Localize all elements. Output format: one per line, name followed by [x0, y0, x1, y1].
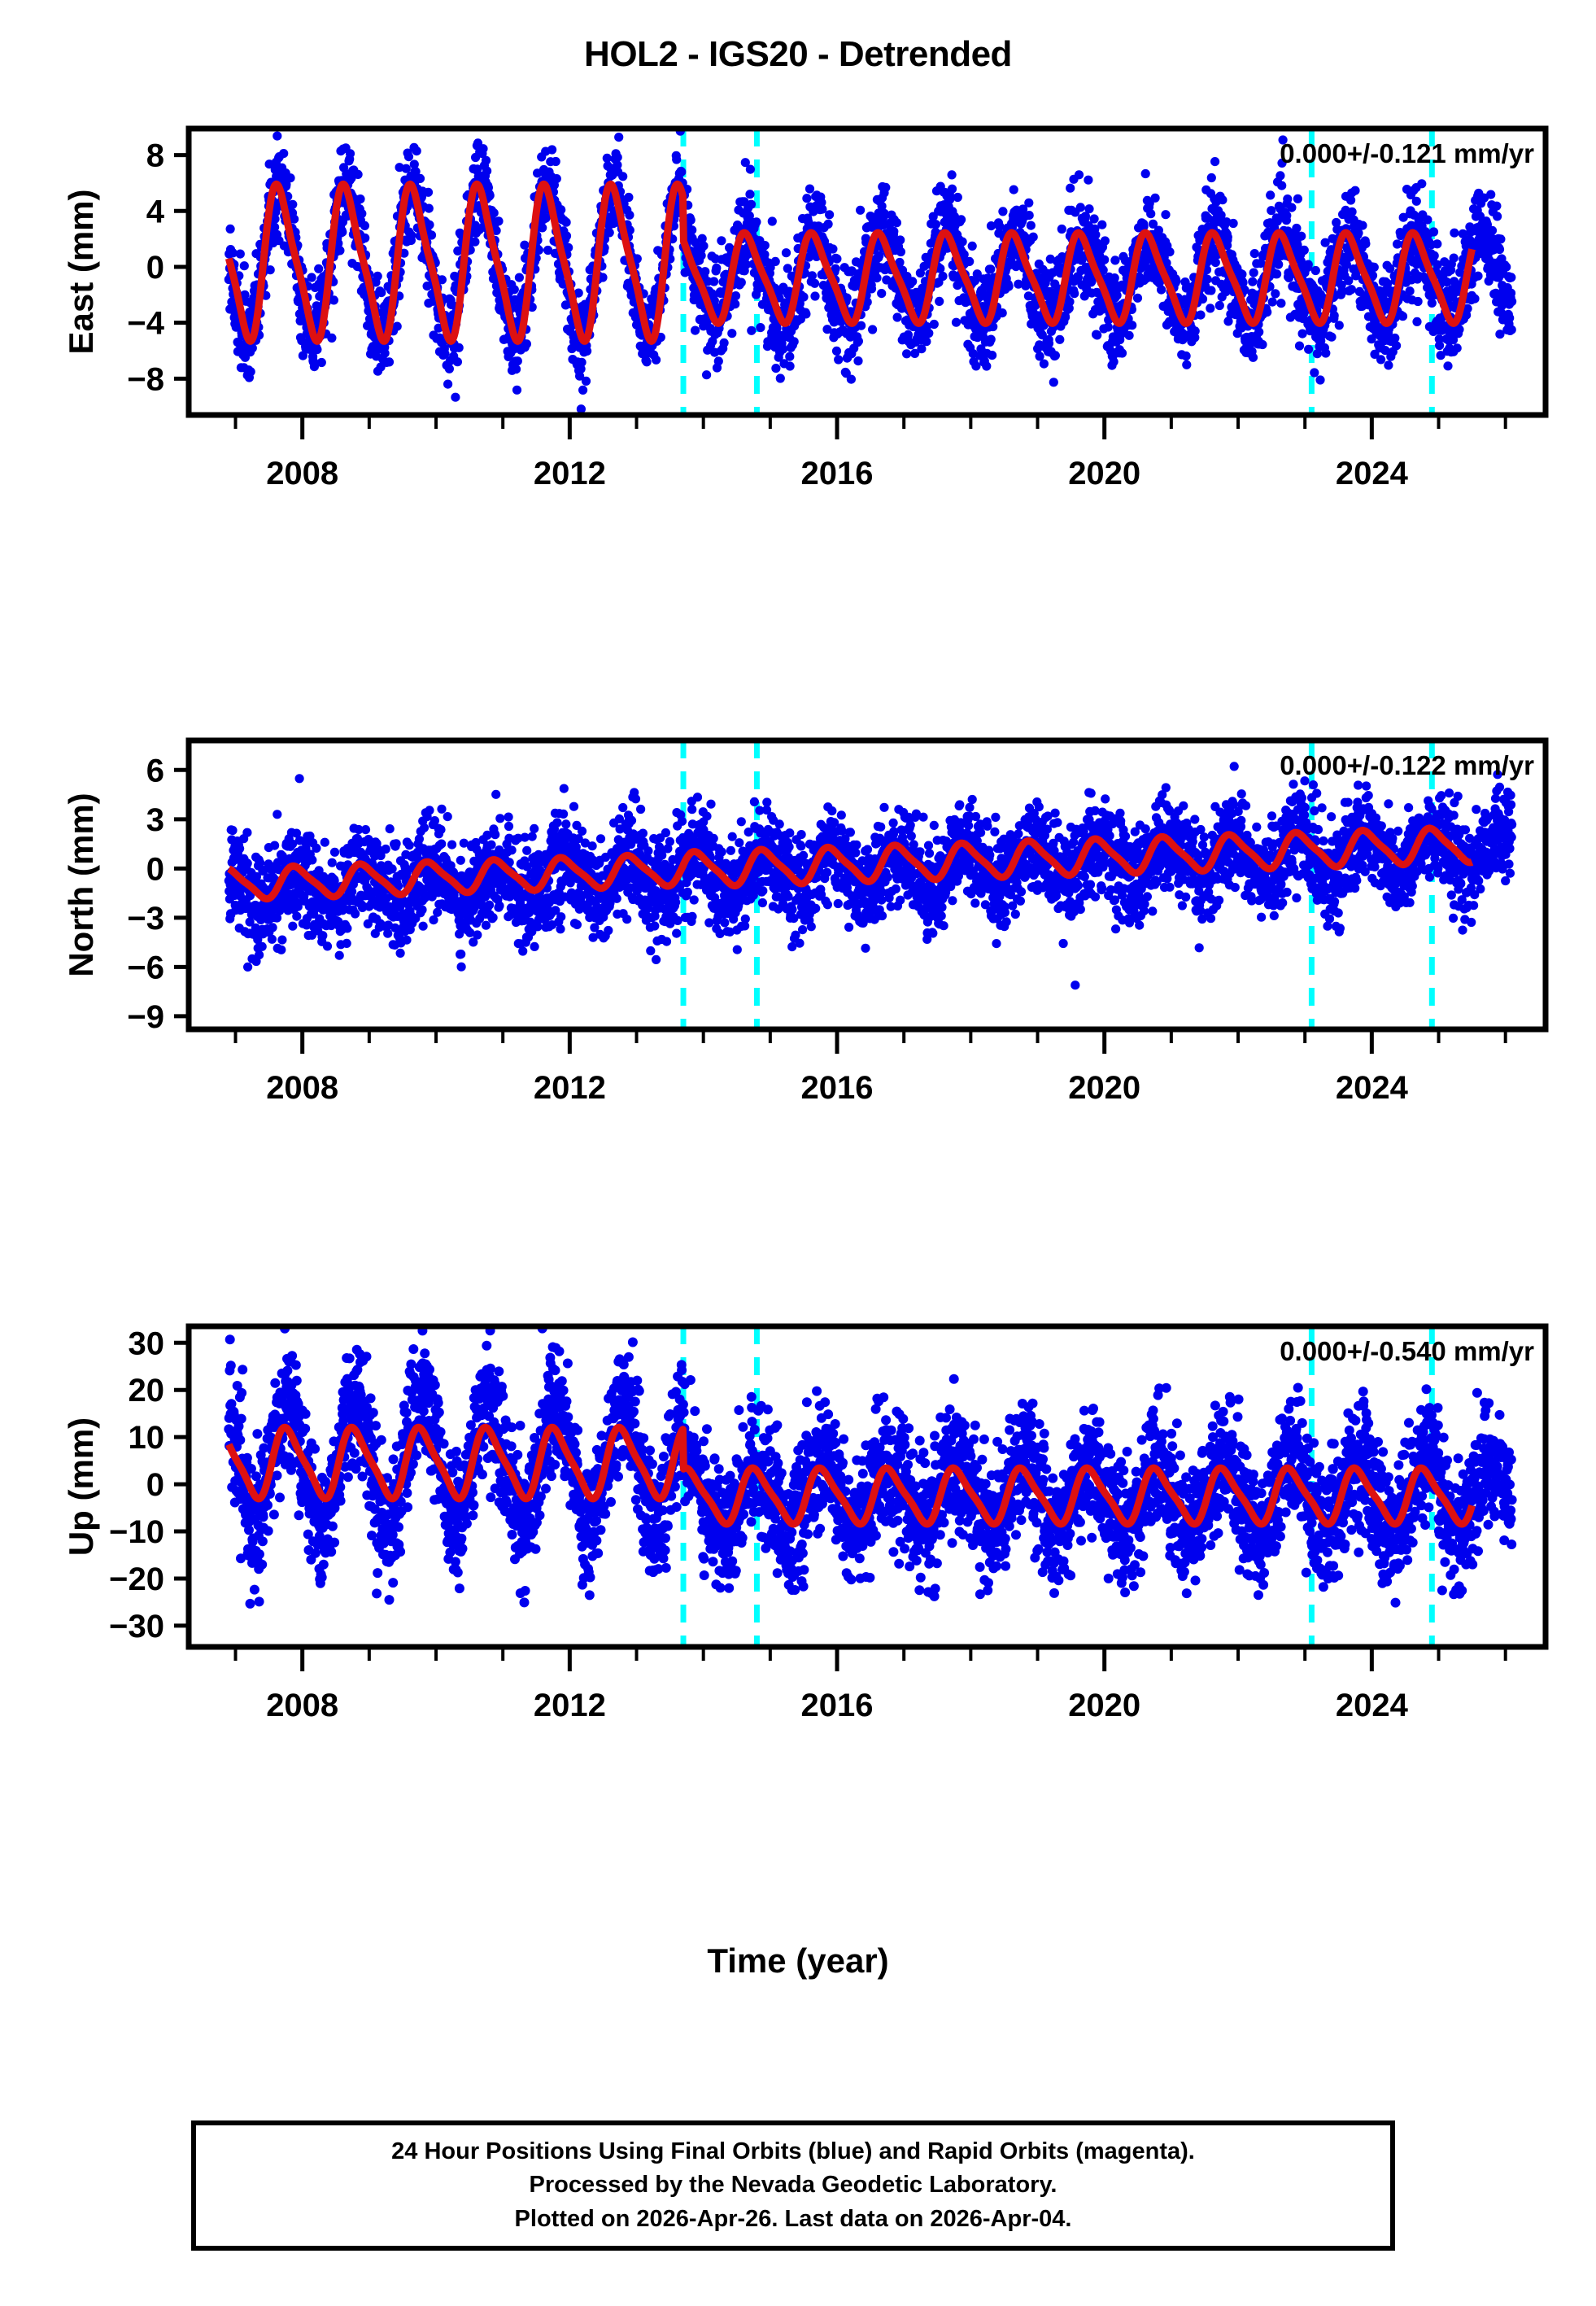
xtick-label-east: 2024	[1336, 456, 1409, 491]
ylabel-north: North (mm)	[62, 793, 100, 976]
caption-line-3: Plotted on 2026-Apr-26. Last data on 202…	[514, 2205, 1072, 2232]
ytick-label-up: 0	[146, 1467, 164, 1503]
ytick-label-up: −10	[109, 1514, 164, 1550]
axis-frame-north	[185, 737, 1549, 1033]
ytick-label-north: −6	[127, 950, 164, 985]
xtick-label-north: 2024	[1336, 1070, 1409, 1106]
xtick-label-north: 2008	[266, 1070, 338, 1106]
ytick-label-north: −9	[127, 999, 164, 1035]
xtick-label-north: 2020	[1068, 1070, 1140, 1106]
ytick-label-east: 0	[146, 250, 164, 286]
xtick-label-east: 2020	[1068, 456, 1140, 491]
ytick-label-east: −4	[127, 306, 164, 342]
data-area-north	[224, 740, 1517, 1029]
data-area-up	[224, 1326, 1517, 1647]
caption-box: 24 Hour Positions Using Final Orbits (bl…	[191, 2120, 1395, 2251]
scatter-points-east	[224, 129, 1517, 414]
ytick-label-north: 0	[146, 851, 164, 887]
ytick-label-north: −3	[127, 901, 164, 937]
ytick-label-up: 10	[129, 1420, 165, 1456]
data-area-east	[224, 129, 1517, 415]
xtick-label-east: 2012	[534, 456, 606, 491]
xaxis-title: Time (year)	[707, 1941, 889, 1980]
xtick-label-up: 2008	[266, 1688, 338, 1723]
rate-annotation-north: 0.000+/-0.122 mm/yr	[1280, 750, 1534, 780]
ytick-label-up: −30	[109, 1609, 164, 1644]
event-lines-east	[680, 129, 1435, 415]
xtick-label-up: 2016	[801, 1688, 874, 1723]
chart-up: 30 20 10 0 −10 −20 −30 2008 2012 2016 2020 2024 Up (…	[62, 1323, 1549, 1723]
ytick-label-up: −20	[109, 1561, 164, 1597]
model-fit-line-east	[225, 180, 1476, 345]
rate-annotation-east: 0.000+/-0.121 mm/yr	[1280, 138, 1534, 168]
xtick-label-north: 2016	[801, 1070, 874, 1106]
ytick-label-north: 3	[146, 802, 164, 838]
ylabel-east: East (mm)	[62, 189, 100, 354]
xtick-label-up: 2024	[1336, 1688, 1409, 1723]
ytick-label-east: −8	[127, 361, 164, 397]
ytick-label-north: 6	[146, 753, 164, 788]
xtick-label-east: 2008	[266, 456, 338, 491]
caption-line-2: Processed by the Nevada Geodetic Laborat…	[529, 2172, 1057, 2199]
caption-line-1: 24 Hour Positions Using Final Orbits (bl…	[391, 2138, 1195, 2165]
xtick-label-north: 2012	[534, 1070, 606, 1106]
chart-north: 6 3 0 −3 −6 −9 2008 2012 2016 2020 2024 North (mm) 0…	[62, 737, 1549, 1106]
panel-north: 6 3 0 −3 −6 −9 2008 2012 2016 2020 2024 North (mm) 0…	[0, 716, 1596, 1302]
scatter-points-up	[224, 1326, 1517, 1609]
ytick-label-east: 4	[146, 194, 165, 229]
ytick-label-up: 20	[129, 1373, 165, 1408]
axis-frame-east	[185, 125, 1549, 418]
axis-frame-up	[185, 1323, 1549, 1650]
xtick-label-up: 2020	[1068, 1688, 1140, 1723]
panel-up: 30 20 10 0 −10 −20 −30 2008 2012 2016 2020 2024 Up (…	[0, 1302, 1596, 1945]
rate-annotation-up: 0.000+/-0.540 mm/yr	[1280, 1336, 1534, 1366]
chart-east: 8 4 0 −4 −8 2008 2012 2016 2020 2024 East (mm) 0.00…	[62, 125, 1549, 491]
panel-east: 8 4 0 −4 −8 2008 2012 2016 2020 2024 East (mm) 0.00…	[0, 73, 1596, 716]
ylabel-up: Up (mm)	[62, 1417, 100, 1556]
ytick-label-east: 8	[146, 138, 164, 174]
xtick-label-east: 2016	[801, 456, 874, 491]
ytick-label-up: 30	[129, 1326, 165, 1361]
model-fit-line-up	[225, 1423, 1476, 1528]
model-fit-line-north	[225, 824, 1476, 903]
page-title: HOL2 - IGS20 - Detrended	[584, 34, 1012, 74]
xtick-label-up: 2012	[534, 1688, 606, 1723]
